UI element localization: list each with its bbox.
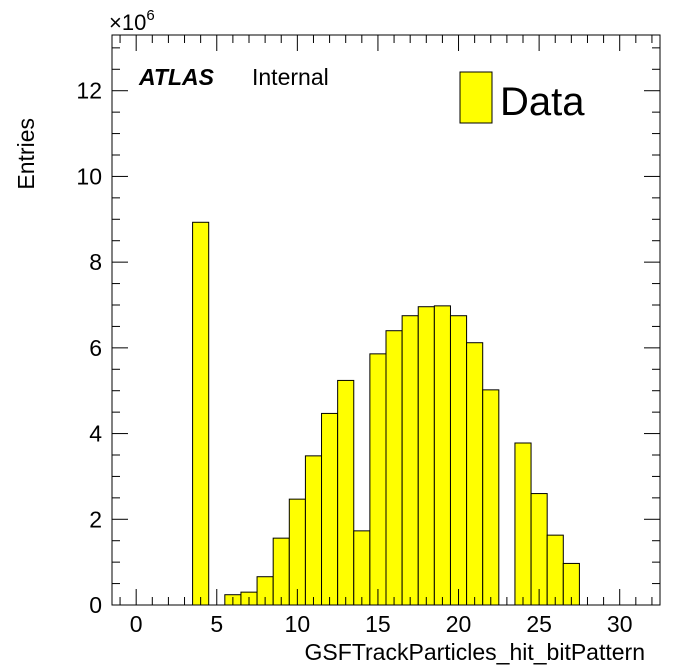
y-tick-label: 2 (89, 506, 102, 532)
y-tick-labels: 0 2 4 6 8 10 12 (76, 78, 102, 618)
x-tick-label: 20 (446, 611, 472, 637)
histogram-bar (482, 389, 500, 606)
histogram-bar (272, 537, 290, 606)
y-tick-label: 10 (76, 163, 102, 189)
y-tick-label: 0 (89, 592, 102, 618)
x-tick-label: 10 (285, 611, 311, 637)
histogram-bar (337, 379, 355, 606)
legend: Data (459, 71, 585, 124)
plot-frame (111, 34, 661, 606)
y-tick-label: 8 (89, 249, 102, 275)
histogram-bar (449, 315, 468, 606)
y-tick-label: 4 (89, 421, 102, 447)
y-multiplier: ×106 (109, 7, 155, 35)
histogram-bar (321, 412, 339, 606)
y-tick-label: 12 (76, 78, 102, 104)
histogram-bar (546, 534, 564, 606)
histogram-bar (304, 455, 323, 606)
internal-label: Internal (252, 64, 329, 90)
x-tick-label: 25 (526, 611, 552, 637)
histogram-bars (192, 221, 580, 606)
x-axis-title: GSFTrackParticles_hit_bitPattern (305, 639, 645, 665)
atlas-label: ATLAS (138, 64, 215, 90)
histogram-bar (401, 315, 419, 606)
histogram-bar (466, 342, 484, 606)
x-tick-labels: 0 5 10 15 20 25 30 (130, 611, 633, 637)
y-tick-label: 6 (89, 335, 102, 361)
x-tick-label: 30 (607, 611, 633, 637)
histogram-bar (192, 221, 210, 606)
legend-label: Data (500, 80, 585, 124)
histogram-bar (514, 442, 532, 606)
histogram-bar (385, 330, 403, 606)
histogram-bar (369, 353, 387, 606)
x-tick-label: 5 (210, 611, 223, 637)
histogram-bar (433, 305, 451, 606)
histogram-bar (417, 306, 435, 606)
legend-swatch (459, 71, 493, 124)
histogram-bar (530, 493, 548, 606)
x-tick-label: 15 (365, 611, 391, 637)
x-tick-label: 0 (130, 611, 143, 637)
histogram-bar (353, 530, 371, 606)
y-axis-title: Entries (13, 118, 39, 190)
